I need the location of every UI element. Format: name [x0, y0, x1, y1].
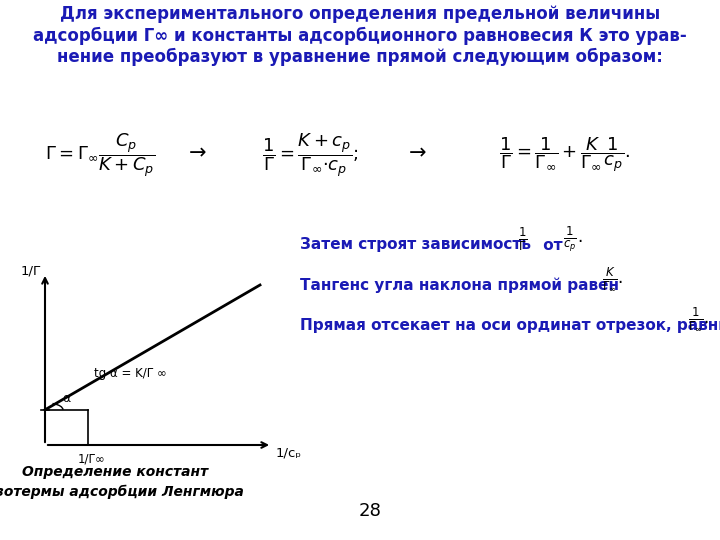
Text: $\rightarrow$: $\rightarrow$ — [184, 141, 207, 161]
Text: $\frac{1}{\Gamma}$: $\frac{1}{\Gamma}$ — [518, 225, 528, 253]
Text: 1/cₚ: 1/cₚ — [276, 446, 302, 459]
Text: Определение констант
изотермы адсорбции Ленгмюра: Определение констант изотермы адсорбции … — [0, 465, 244, 499]
Text: Затем строят зависимость: Затем строят зависимость — [300, 238, 536, 253]
Text: $\rightarrow$: $\rightarrow$ — [404, 141, 426, 161]
Text: $\dfrac{1}{\Gamma}=\dfrac{1}{\Gamma_{\infty}}+\dfrac{K}{\Gamma_{\infty}}\dfrac{1: $\dfrac{1}{\Gamma}=\dfrac{1}{\Gamma_{\in… — [500, 136, 631, 174]
Text: $\dfrac{1}{\Gamma}=\dfrac{K+c_p}{\Gamma_{\infty}{\cdot}c_p};$: $\dfrac{1}{\Gamma}=\dfrac{K+c_p}{\Gamma_… — [262, 131, 358, 179]
Text: 1/Г: 1/Г — [21, 265, 42, 278]
Text: tg α = K/Γ ∞: tg α = K/Γ ∞ — [94, 367, 166, 380]
Text: адсорбции Г∞ и константы адсорбционного равновесия К это урав-: адсорбции Г∞ и константы адсорбционного … — [33, 26, 687, 45]
Text: Прямая отсекает на оси ординат отрезок, равный: Прямая отсекает на оси ординат отрезок, … — [300, 317, 720, 333]
Text: $\Gamma = \Gamma_{\infty}\dfrac{C_p}{K+C_p}$: $\Gamma = \Gamma_{\infty}\dfrac{C_p}{K+C… — [45, 131, 155, 179]
Text: Тангенс угла наклона прямой равен: Тангенс угла наклона прямой равен — [300, 277, 624, 293]
Text: $\frac{1}{c_p}.$: $\frac{1}{c_p}.$ — [563, 224, 582, 254]
Text: 1/Γ∞: 1/Γ∞ — [78, 453, 106, 466]
Text: от: от — [538, 238, 568, 253]
Text: $\frac{K}{\Gamma_{\infty}}.$: $\frac{K}{\Gamma_{\infty}}.$ — [602, 265, 624, 293]
Text: Для экспериментального определения предельной величины: Для экспериментального определения преде… — [60, 5, 660, 23]
Text: α: α — [62, 392, 70, 405]
Text: $\frac{1}{\Gamma_{\infty}}.$: $\frac{1}{\Gamma_{\infty}}.$ — [688, 305, 709, 333]
Text: 28: 28 — [359, 502, 382, 520]
Text: нение преобразуют в уравнение прямой следующим образом:: нение преобразуют в уравнение прямой сле… — [57, 48, 663, 66]
